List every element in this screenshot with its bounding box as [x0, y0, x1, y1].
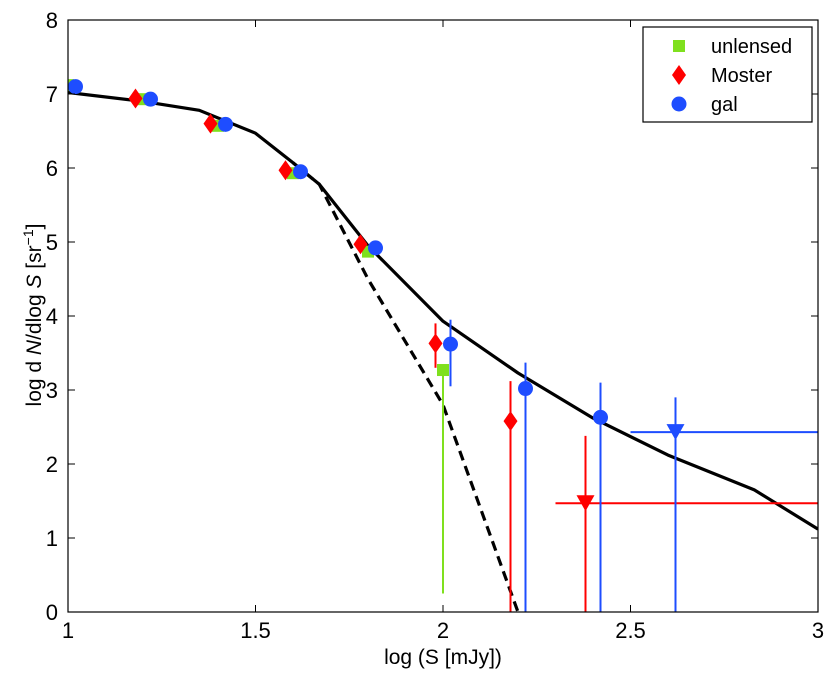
Moster-point [503, 411, 518, 432]
gal-point [293, 164, 308, 180]
gal-markers [68, 79, 685, 441]
y-axis-label-exponent: −1 [20, 229, 36, 245]
legend: unlensed Moster gal [642, 26, 813, 123]
legend-marker-gal [671, 96, 687, 112]
y-axis-label: log d N/dlog S [sr−1] [20, 224, 46, 407]
gal-point [518, 381, 533, 397]
Moster-point [353, 234, 368, 255]
gal-point [218, 116, 233, 132]
x-tick-label: 2.5 [615, 618, 646, 643]
y-axis-label-part: N [23, 339, 46, 355]
unlensed-point [437, 364, 449, 377]
legend-marker-moster [672, 65, 686, 85]
Moster-series [209, 116, 818, 612]
x-tick-label: 1.5 [240, 618, 271, 643]
y-tick-label: 2 [46, 452, 58, 477]
y-tick-label: 3 [46, 378, 58, 403]
y-tick-label: 5 [46, 230, 58, 255]
y-axis-label-part: log d [23, 355, 46, 406]
Moster-upper-limit [576, 495, 595, 512]
gal-point [68, 79, 83, 95]
legend-box [642, 26, 813, 123]
y-axis-label-part: /dlog [23, 289, 46, 340]
x-axis-label: log (S [mJy]) [384, 646, 502, 669]
x-tick-label: 3 [812, 618, 824, 643]
y-tick-label: 6 [46, 156, 58, 181]
gal-point [443, 336, 458, 352]
Moster-point [128, 88, 143, 109]
y-tick-label: 1 [46, 526, 58, 551]
Moster-point [278, 160, 293, 181]
legend-label-gal: gal [711, 94, 738, 116]
y-axis-label-part: [sr [23, 245, 46, 274]
x-tick-label: 1 [62, 618, 74, 643]
y-tick-label: 4 [46, 304, 58, 329]
plot-area [68, 79, 818, 612]
y-tick-label: 8 [46, 8, 58, 33]
y-axis-label-part: S [23, 275, 46, 289]
y-tick-label: 7 [46, 82, 58, 107]
legend-marker-unlensed [673, 40, 685, 52]
x-tick-label: 2 [437, 618, 449, 643]
legend-label-moster: Moster [711, 65, 772, 87]
gal-point [593, 409, 608, 425]
legend-label-unlensed: unlensed [711, 36, 792, 58]
gal-point [143, 91, 158, 107]
model-unlensed-line [291, 161, 520, 612]
Moster-point [428, 333, 443, 354]
y-tick-label: 0 [46, 600, 58, 625]
unlensed-markers [68, 79, 449, 377]
gal-point [368, 240, 383, 256]
y-axis-label-part: ] [23, 224, 46, 230]
Moster-point [203, 113, 218, 134]
gal-upper-limit [666, 424, 685, 441]
Moster-markers [128, 88, 595, 512]
